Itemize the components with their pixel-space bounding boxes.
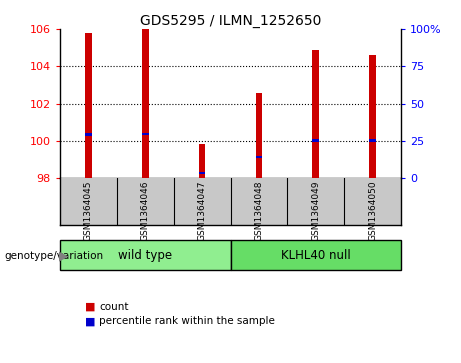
Text: GSM1364045: GSM1364045 bbox=[84, 180, 93, 241]
Text: ■: ■ bbox=[85, 316, 96, 326]
Text: ■: ■ bbox=[85, 302, 96, 312]
Bar bbox=[313, 49, 319, 178]
Bar bbox=[313, 139, 319, 142]
Text: KLHL40 null: KLHL40 null bbox=[281, 249, 351, 261]
Title: GDS5295 / ILMN_1252650: GDS5295 / ILMN_1252650 bbox=[140, 14, 321, 28]
Bar bbox=[255, 93, 262, 178]
Text: count: count bbox=[99, 302, 129, 312]
Text: GSM1364050: GSM1364050 bbox=[368, 180, 377, 241]
Bar bbox=[369, 55, 376, 178]
Bar bbox=[85, 33, 92, 178]
Bar bbox=[369, 139, 376, 142]
Bar bbox=[142, 29, 148, 178]
Text: GSM1364049: GSM1364049 bbox=[311, 180, 320, 241]
Text: wild type: wild type bbox=[118, 249, 172, 261]
Text: ▶: ▶ bbox=[59, 249, 69, 262]
Bar bbox=[199, 172, 206, 174]
Bar bbox=[60, 240, 230, 270]
Bar bbox=[255, 155, 262, 158]
Bar bbox=[85, 133, 92, 136]
Text: GSM1364046: GSM1364046 bbox=[141, 180, 150, 241]
Bar bbox=[142, 132, 148, 135]
Bar bbox=[199, 144, 206, 178]
Bar bbox=[230, 240, 401, 270]
Text: GSM1364048: GSM1364048 bbox=[254, 180, 263, 241]
Text: percentile rank within the sample: percentile rank within the sample bbox=[99, 316, 275, 326]
Text: GSM1364047: GSM1364047 bbox=[198, 180, 207, 241]
Text: genotype/variation: genotype/variation bbox=[5, 251, 104, 261]
